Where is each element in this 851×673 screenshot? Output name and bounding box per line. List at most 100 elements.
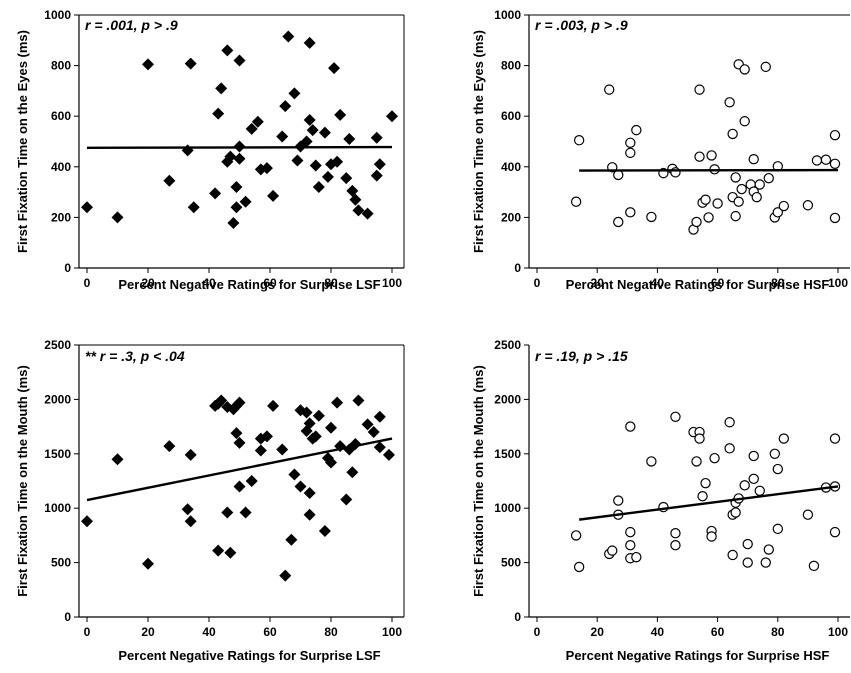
data-point <box>763 544 774 555</box>
data-point <box>748 450 759 462</box>
data-point <box>370 131 383 144</box>
data-point <box>209 187 222 200</box>
data-point <box>712 198 723 209</box>
y-tick-label: 0 <box>514 261 521 275</box>
data-point <box>328 62 341 75</box>
correlation-annotation: ** r = .3, p < .04 <box>85 348 185 364</box>
data-point <box>760 61 771 73</box>
data-point <box>318 525 331 538</box>
data-point <box>230 201 243 214</box>
y-tick-label: 200 <box>501 210 521 224</box>
data-point <box>306 124 319 137</box>
data-point <box>694 433 705 444</box>
data-point <box>267 399 280 412</box>
chart-panel-4: 0 500 1000 1500 2000 2500 0 20 40 60 80 100 Percent … <box>471 338 850 663</box>
data-point <box>700 477 711 489</box>
data-point <box>288 87 301 100</box>
data-point <box>625 526 636 538</box>
data-point <box>303 508 316 521</box>
x-tick-label: 100 <box>382 276 402 290</box>
data-point <box>233 54 246 67</box>
data-point <box>361 207 374 220</box>
data-point <box>736 183 747 195</box>
data-point <box>245 122 258 135</box>
data-point <box>367 426 380 439</box>
correlation-annotation: r = .003, p > .9 <box>535 17 628 33</box>
data-point <box>331 155 344 168</box>
y-tick-label: 600 <box>51 109 71 123</box>
data-point <box>334 108 347 121</box>
data-point <box>303 486 316 499</box>
data-point <box>739 480 750 491</box>
y-tick-label: 400 <box>51 160 71 174</box>
data-point <box>625 539 636 551</box>
data-point <box>321 170 334 183</box>
x-tick-label: 80 <box>771 625 785 639</box>
data-point <box>631 551 642 563</box>
x-axis-title: Percent Negative Ratings for Surprise LS… <box>118 648 380 663</box>
data-point <box>340 493 353 506</box>
data-point <box>727 549 738 561</box>
data-point <box>260 430 273 443</box>
data-point <box>772 207 784 218</box>
data-point <box>325 456 337 469</box>
data-point <box>260 162 273 175</box>
data-point <box>230 427 243 440</box>
data-point <box>709 452 720 464</box>
x-axis-title: Percent Negative Ratings for Surprise HS… <box>566 648 830 663</box>
data-point <box>730 210 741 222</box>
y-tick-label: 1000 <box>44 501 71 515</box>
data-point <box>727 128 738 140</box>
data-point <box>230 181 243 194</box>
data-point <box>724 417 735 428</box>
x-tick-label: 0 <box>84 625 91 639</box>
data-point <box>820 154 832 165</box>
y-tick-label: 1500 <box>44 447 71 461</box>
data-point <box>279 569 292 582</box>
data-point <box>802 509 814 520</box>
data-point <box>694 84 705 95</box>
x-tick-label: 80 <box>771 276 785 290</box>
x-tick-label: 100 <box>828 276 848 290</box>
data-point <box>233 436 246 449</box>
data-point <box>742 538 753 550</box>
y-tick-label: 1000 <box>494 501 521 515</box>
y-tick-label: 800 <box>501 59 521 73</box>
x-tick-label: 40 <box>202 625 216 639</box>
y-axis-title: First Fixation Time on the Eyes (ms) <box>471 30 486 253</box>
x-tick-label: 80 <box>324 625 338 639</box>
data-point <box>325 421 337 434</box>
data-point <box>309 159 322 172</box>
trend-line <box>578 485 839 521</box>
data-point <box>670 539 681 551</box>
data-point <box>312 409 325 422</box>
x-tick-label: 20 <box>141 276 155 290</box>
x-tick-label: 100 <box>828 625 848 639</box>
data-point <box>772 523 784 535</box>
data-point <box>300 135 313 148</box>
x-tick-label: 20 <box>591 276 605 290</box>
data-point <box>724 443 735 454</box>
data-point <box>251 115 264 128</box>
data-point <box>312 181 325 194</box>
data-point <box>697 491 708 502</box>
data-point <box>227 216 240 229</box>
data-point <box>303 36 316 49</box>
data-point <box>370 169 383 182</box>
data-point <box>111 453 124 466</box>
y-tick-label: 200 <box>51 210 71 224</box>
data-point <box>276 443 289 456</box>
data-point <box>276 130 289 143</box>
trend-line <box>86 437 393 502</box>
data-point <box>279 100 292 113</box>
data-point <box>748 473 759 485</box>
data-point <box>625 207 636 218</box>
data-point <box>742 557 753 568</box>
y-tick-label: 1000 <box>494 8 521 22</box>
y-tick-label: 2000 <box>44 392 71 406</box>
data-point <box>111 211 124 224</box>
data-point <box>309 430 322 443</box>
y-tick-label: 1500 <box>494 447 521 461</box>
y-axis-title: First Fixation Time on the Eyes (ms) <box>15 30 30 253</box>
